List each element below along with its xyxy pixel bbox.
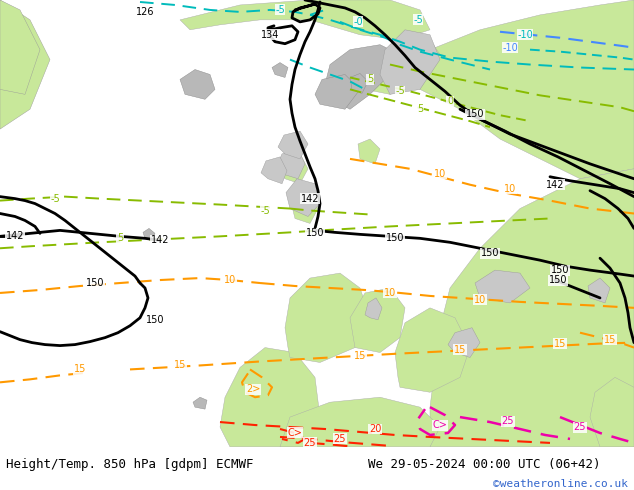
Text: -5: -5 (260, 205, 270, 216)
Text: We 29-05-2024 00:00 UTC (06+42): We 29-05-2024 00:00 UTC (06+42) (368, 458, 600, 470)
Text: 5: 5 (417, 104, 423, 114)
Polygon shape (180, 70, 215, 99)
Text: 150: 150 (86, 278, 104, 288)
Polygon shape (280, 154, 308, 184)
Text: -5: -5 (50, 194, 60, 204)
Polygon shape (390, 0, 634, 179)
Text: -10: -10 (517, 30, 533, 40)
Text: C>: C> (432, 420, 448, 430)
Polygon shape (277, 149, 305, 179)
Text: 126: 126 (136, 7, 154, 17)
Polygon shape (0, 0, 50, 129)
Text: 150: 150 (549, 275, 567, 285)
Polygon shape (143, 228, 155, 240)
Text: 15: 15 (74, 365, 86, 374)
Text: 134: 134 (261, 30, 279, 40)
Polygon shape (325, 45, 400, 109)
Polygon shape (365, 298, 382, 320)
Text: 25: 25 (333, 434, 346, 444)
Polygon shape (395, 308, 470, 392)
Text: -10: -10 (502, 43, 518, 52)
Text: -5: -5 (413, 15, 423, 25)
Text: 150: 150 (306, 228, 324, 238)
Polygon shape (272, 63, 288, 77)
Text: 142: 142 (301, 194, 320, 204)
Polygon shape (220, 347, 320, 447)
Polygon shape (365, 40, 440, 95)
Text: 25: 25 (304, 438, 316, 448)
Text: Height/Temp. 850 hPa [gdpm] ECMWF: Height/Temp. 850 hPa [gdpm] ECMWF (6, 458, 254, 470)
Text: 150: 150 (385, 233, 404, 244)
Text: 10: 10 (474, 295, 486, 305)
Text: 25: 25 (574, 422, 586, 432)
Text: ©weatheronline.co.uk: ©weatheronline.co.uk (493, 479, 628, 489)
Polygon shape (278, 131, 308, 159)
Text: 25: 25 (501, 416, 514, 426)
Text: C>: C> (288, 428, 302, 438)
Text: -5: -5 (395, 86, 405, 97)
Polygon shape (350, 288, 405, 352)
Text: 5: 5 (367, 74, 373, 84)
Text: 15: 15 (354, 350, 366, 361)
Text: -0: -0 (353, 17, 363, 27)
Text: 10: 10 (434, 169, 446, 179)
Polygon shape (430, 169, 634, 447)
Polygon shape (358, 139, 380, 164)
Polygon shape (475, 270, 530, 303)
Text: 0: 0 (447, 97, 453, 106)
Polygon shape (380, 30, 440, 95)
Text: 150: 150 (466, 109, 484, 119)
Text: 10: 10 (384, 288, 396, 298)
Polygon shape (193, 397, 207, 409)
Text: 15: 15 (454, 344, 466, 355)
Text: 2>: 2> (246, 384, 260, 394)
Text: 142: 142 (546, 180, 564, 190)
Text: 142: 142 (151, 235, 169, 245)
Text: 20: 20 (369, 424, 381, 434)
Polygon shape (448, 328, 480, 358)
Polygon shape (350, 74, 368, 94)
Text: 10: 10 (504, 184, 516, 194)
Text: 150: 150 (481, 248, 499, 258)
Text: -5: -5 (275, 5, 285, 15)
Text: 150: 150 (146, 315, 164, 325)
Polygon shape (590, 377, 634, 447)
Polygon shape (315, 74, 360, 109)
Text: 142: 142 (6, 231, 24, 242)
Text: 10: 10 (224, 275, 236, 285)
Text: 15: 15 (554, 339, 566, 348)
Polygon shape (0, 0, 40, 95)
Polygon shape (180, 0, 430, 40)
Polygon shape (286, 179, 320, 217)
Text: 5: 5 (117, 233, 123, 244)
Text: 150: 150 (551, 265, 569, 275)
Polygon shape (280, 397, 440, 447)
Polygon shape (588, 278, 610, 303)
Polygon shape (261, 157, 287, 184)
Text: 15: 15 (604, 335, 616, 344)
Polygon shape (285, 273, 370, 363)
Text: 15: 15 (174, 361, 186, 370)
Polygon shape (290, 184, 318, 223)
